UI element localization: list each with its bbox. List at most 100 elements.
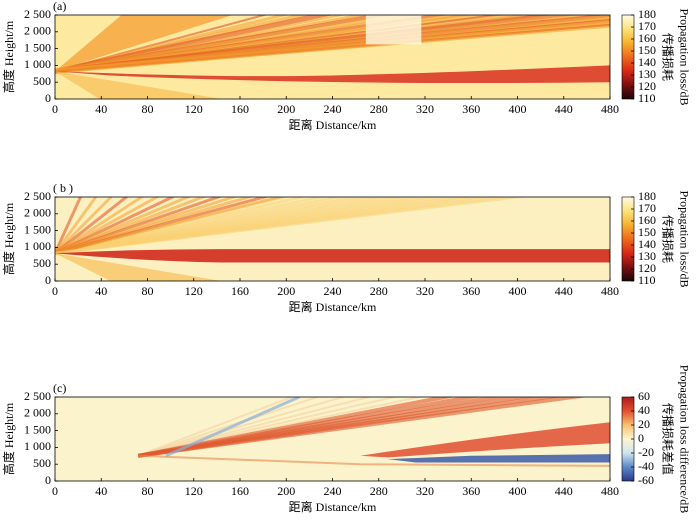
panel-label: ( b ): [53, 181, 73, 195]
x-tick-label: 480: [601, 484, 619, 498]
x-tick-label: 0: [52, 484, 58, 498]
y-axis-label: 高度 Height/m: [1, 402, 16, 475]
colorbar-tick-label: 140: [638, 55, 656, 69]
colorbar-tick-label: 130: [638, 249, 656, 263]
panel-label: (c): [53, 381, 66, 395]
y-tick-label: 0: [45, 273, 51, 287]
x-tick-label: 360: [462, 284, 480, 298]
x-tick-label: 440: [555, 102, 573, 116]
x-axis-label: 距离 Distance/km: [289, 299, 377, 314]
x-tick-label: 160: [231, 284, 249, 298]
x-tick-label: 440: [555, 484, 573, 498]
colorbar-title: 传播损耗: [660, 33, 675, 81]
colorbar-tick-label: 180: [638, 189, 656, 203]
x-tick-label: 120: [185, 284, 203, 298]
x-tick-label: 160: [231, 102, 249, 116]
colorbar-tick-label: -20: [638, 445, 654, 459]
x-tick-label: 200: [277, 484, 295, 498]
colorbar-tick-label: 170: [638, 201, 656, 215]
colorbar-tick-label: 120: [638, 79, 656, 93]
panel-label: (a): [53, 0, 66, 13]
colorbar-tick-label: 180: [638, 7, 656, 21]
heatmap-field: [55, 15, 610, 99]
colorbar-tick-label: 160: [638, 213, 656, 227]
colorbar-tick-label: 170: [638, 19, 656, 33]
x-tick-label: 40: [95, 484, 107, 498]
x-axis-label: 距离 Distance/km: [289, 499, 377, 514]
y-axis-label: 高度 Height/m: [1, 20, 16, 93]
colorbar-title: 传播损耗: [660, 215, 675, 263]
y-tick-label: 2 000: [24, 206, 51, 220]
x-tick-label: 440: [555, 284, 573, 298]
colorbar-label: Propagation loss/dB: [677, 8, 691, 105]
heatmap-field: [55, 197, 610, 281]
y-tick-label: 2 500: [24, 7, 51, 21]
x-tick-label: 80: [142, 284, 154, 298]
colorbar-title: 传播损耗差值: [660, 403, 675, 475]
x-tick-label: 360: [462, 484, 480, 498]
x-tick-label: 280: [370, 102, 388, 116]
colorbar-tick-label: 160: [638, 31, 656, 45]
colorbar-tick-label: 60: [638, 389, 650, 403]
x-tick-label: 40: [95, 284, 107, 298]
x-tick-label: 400: [509, 284, 527, 298]
x-tick-label: 80: [142, 484, 154, 498]
x-axis-label: 距离 Distance/km: [289, 117, 377, 132]
colorbar: [621, 196, 635, 282]
colorbar-tick-label: 120: [638, 261, 656, 275]
x-tick-label: 120: [185, 102, 203, 116]
y-tick-label: 0: [45, 473, 51, 487]
x-tick-label: 80: [142, 102, 154, 116]
colorbar-tick-label: 130: [638, 67, 656, 81]
x-tick-label: 200: [277, 102, 295, 116]
y-tick-label: 500: [33, 74, 51, 88]
x-tick-label: 280: [370, 284, 388, 298]
x-tick-label: 0: [52, 102, 58, 116]
colorbar-tick-label: 140: [638, 237, 656, 251]
x-tick-label: 360: [462, 102, 480, 116]
x-tick-label: 240: [324, 102, 342, 116]
x-tick-label: 0: [52, 284, 58, 298]
colorbar-tick-label: 150: [638, 43, 656, 57]
x-tick-label: 240: [324, 484, 342, 498]
heatmap-field: [55, 397, 610, 481]
colorbar-tick-label: 20: [638, 417, 650, 431]
x-tick-label: 200: [277, 284, 295, 298]
colorbar-tick-label: -60: [638, 473, 654, 487]
x-tick-label: 320: [416, 284, 434, 298]
colorbar: [621, 14, 635, 100]
colorbar-label: Propagation loss/dB: [677, 190, 691, 287]
x-tick-label: 320: [416, 484, 434, 498]
y-tick-label: 0: [45, 91, 51, 105]
y-tick-label: 2 500: [24, 389, 51, 403]
x-tick-label: 480: [601, 102, 619, 116]
x-tick-label: 280: [370, 484, 388, 498]
y-tick-label: 500: [33, 456, 51, 470]
y-axis-label: 高度 Height/m: [1, 202, 16, 275]
y-tick-label: 1 000: [24, 239, 51, 253]
x-tick-label: 40: [95, 102, 107, 116]
colorbar-tick-label: 110: [638, 273, 656, 287]
colorbar-tick-label: 110: [638, 91, 656, 105]
x-tick-label: 400: [509, 484, 527, 498]
colorbar-tick-label: 0: [638, 431, 644, 445]
x-tick-label: 120: [185, 484, 203, 498]
y-tick-label: 2 000: [24, 406, 51, 420]
colorbar-tick-label: 40: [638, 403, 650, 417]
y-tick-label: 2 500: [24, 189, 51, 203]
y-tick-label: 2 000: [24, 24, 51, 38]
colorbar-tick-label: 150: [638, 225, 656, 239]
y-tick-label: 1 500: [24, 222, 51, 236]
x-tick-label: 400: [509, 102, 527, 116]
y-tick-label: 1 000: [24, 57, 51, 71]
y-tick-label: 1 500: [24, 40, 51, 54]
x-tick-label: 160: [231, 484, 249, 498]
colorbar-label: Propagation loss difference/dB: [677, 365, 691, 513]
y-tick-label: 1 500: [24, 422, 51, 436]
y-tick-label: 500: [33, 256, 51, 270]
colorbar-tick-label: -40: [638, 459, 654, 473]
x-tick-label: 480: [601, 284, 619, 298]
x-tick-label: 320: [416, 102, 434, 116]
x-tick-label: 240: [324, 284, 342, 298]
